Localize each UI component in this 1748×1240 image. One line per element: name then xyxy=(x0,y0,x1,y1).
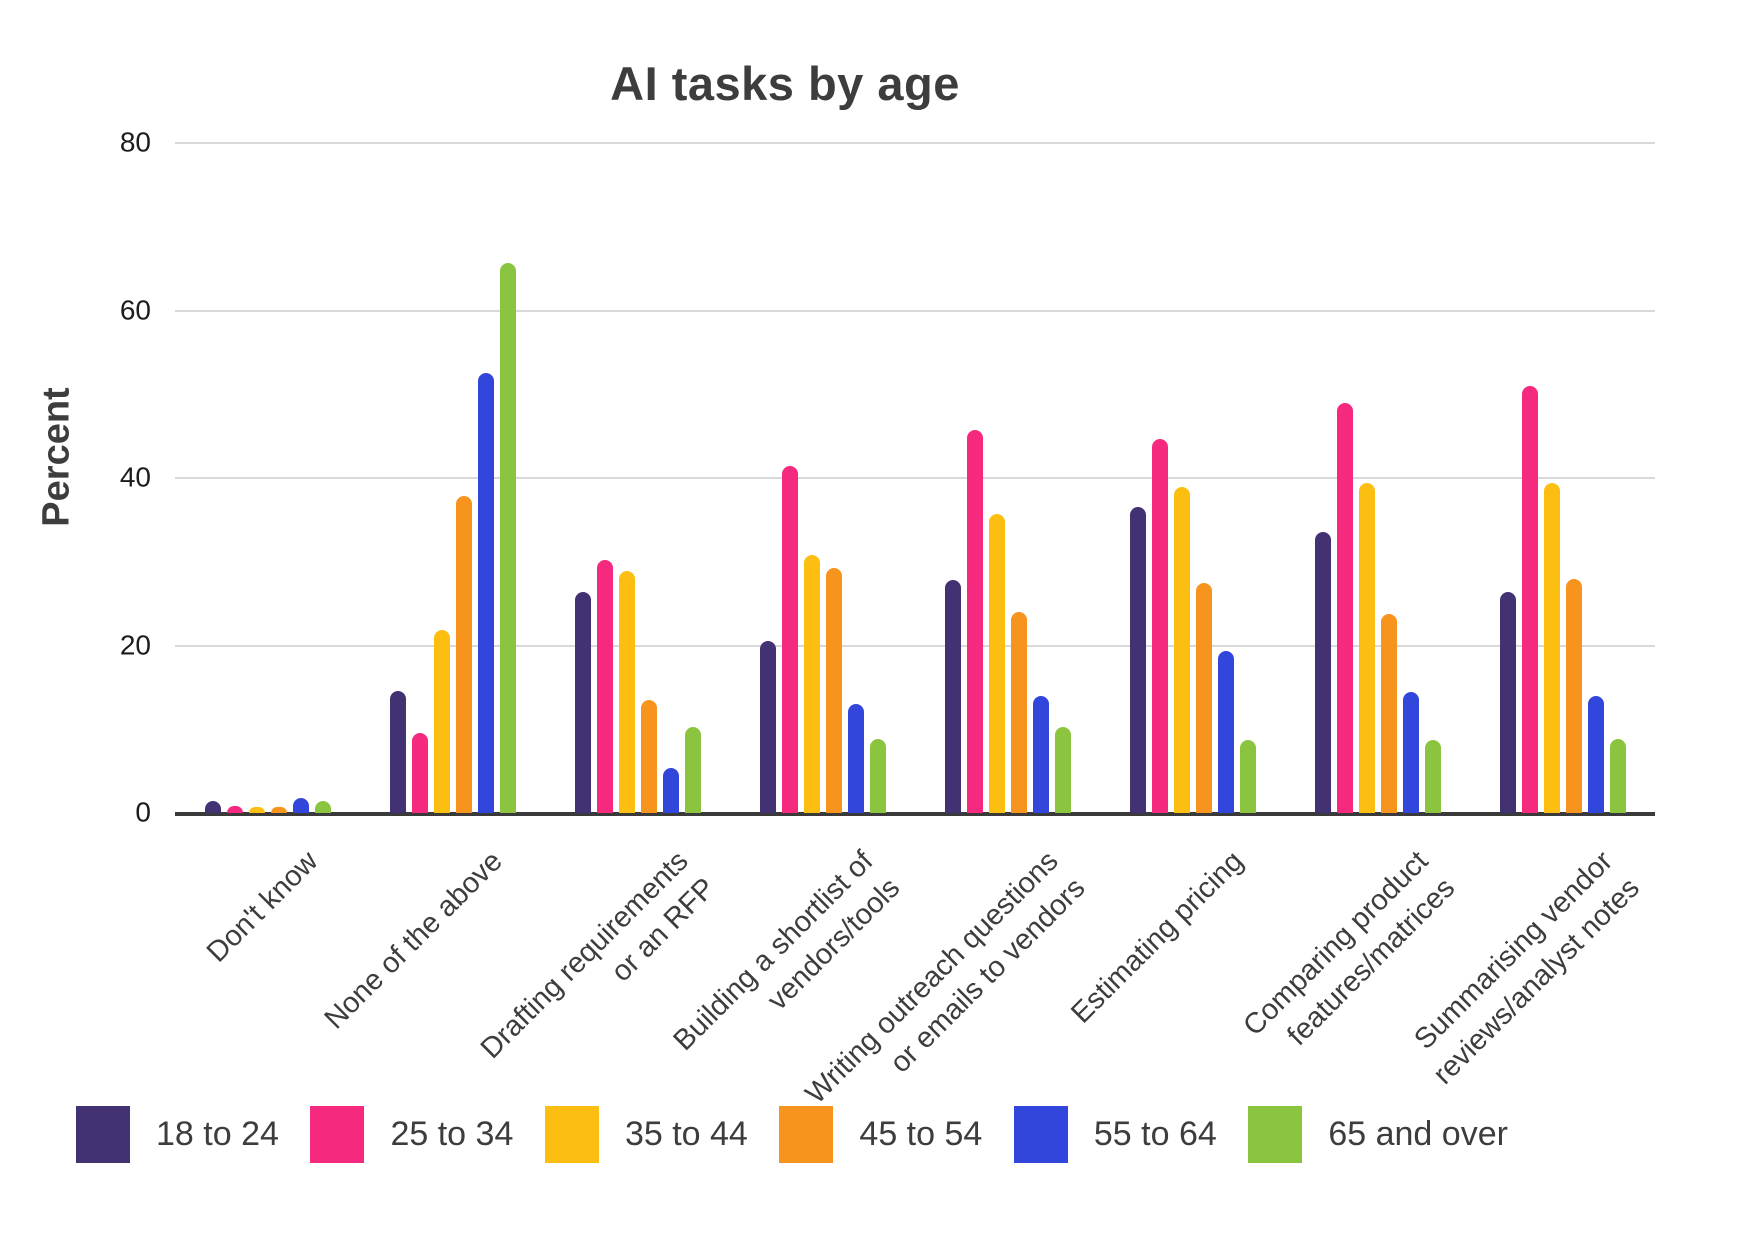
bar xyxy=(1380,613,1397,813)
bar xyxy=(1499,591,1516,813)
bar-group-5 xyxy=(944,430,1071,813)
legend-label: 65 and over xyxy=(1328,1115,1508,1153)
chart-title: AI tasks by age xyxy=(610,57,960,110)
y-tick-label-40: 40 xyxy=(119,461,151,493)
bar xyxy=(847,704,864,813)
bar xyxy=(1336,402,1353,813)
bar-group-1 xyxy=(204,797,331,813)
bar xyxy=(1587,695,1604,813)
bar xyxy=(1054,726,1071,813)
bar xyxy=(1239,740,1256,813)
bar xyxy=(270,807,287,813)
bar xyxy=(803,555,820,813)
legend-swatch xyxy=(544,1106,599,1163)
y-tick-label-60: 60 xyxy=(119,293,151,325)
bar xyxy=(662,767,679,813)
bar xyxy=(1173,487,1190,813)
legend-swatch xyxy=(1013,1106,1068,1163)
bar xyxy=(226,806,243,813)
bar xyxy=(781,466,798,813)
bar xyxy=(1424,740,1441,813)
bar xyxy=(1402,692,1419,813)
legend-swatch xyxy=(779,1106,834,1163)
bar xyxy=(477,373,494,813)
legend-swatch xyxy=(1248,1106,1303,1163)
bar xyxy=(1543,483,1560,813)
bar xyxy=(204,801,221,813)
bar xyxy=(1217,651,1234,813)
bar xyxy=(292,797,309,813)
y-axis-title: Percent xyxy=(35,387,78,527)
bar xyxy=(759,641,776,813)
bar-group-7 xyxy=(1314,402,1441,813)
bar xyxy=(1151,438,1168,813)
bar xyxy=(988,514,1005,813)
bar xyxy=(1032,695,1049,813)
legend-item: 25 to 34 xyxy=(310,1106,513,1163)
y-tick-label-0: 0 xyxy=(135,796,151,828)
bar xyxy=(640,699,657,813)
bar-group-4 xyxy=(759,466,886,813)
bar xyxy=(433,629,450,813)
legend-item: 65 and over xyxy=(1248,1106,1508,1163)
bar xyxy=(618,570,635,813)
legend: 18 to 24 25 to 34 35 to 44 45 to 54 55 to 64… xyxy=(76,1106,1508,1163)
y-tick-label-20: 20 xyxy=(119,628,151,660)
x-category-label: Drafting requirements or an RFP xyxy=(474,845,722,1065)
bar xyxy=(574,591,591,813)
gridline-40 xyxy=(175,477,1655,479)
bar xyxy=(248,807,265,813)
bar xyxy=(596,560,613,813)
bar xyxy=(1521,385,1538,813)
x-axis-line xyxy=(175,812,1655,816)
x-category-label: Don't know xyxy=(200,845,325,969)
bar xyxy=(411,732,428,813)
legend-item: 18 to 24 xyxy=(76,1106,279,1163)
gridline-60 xyxy=(175,309,1655,312)
bar xyxy=(966,430,983,813)
legend-item: 35 to 44 xyxy=(544,1106,748,1163)
bar xyxy=(499,262,516,813)
bar xyxy=(1195,582,1212,813)
bar xyxy=(1129,507,1146,813)
bar xyxy=(1314,531,1331,813)
legend-swatch xyxy=(310,1106,365,1163)
bar xyxy=(1358,483,1375,813)
bar-group-3 xyxy=(574,560,701,813)
x-category-label: None of the above xyxy=(319,845,510,1036)
bar-group-8 xyxy=(1499,385,1626,813)
legend-label: 45 to 54 xyxy=(859,1115,983,1153)
legend-swatch xyxy=(76,1106,130,1163)
gridline-20 xyxy=(175,644,1655,647)
legend-item: 45 to 54 xyxy=(779,1106,982,1163)
bar xyxy=(684,726,701,813)
gridline-80 xyxy=(175,142,1655,144)
legend-label: 35 to 44 xyxy=(624,1115,748,1153)
bar xyxy=(314,801,331,813)
bar xyxy=(1010,612,1027,813)
legend-label: 25 to 34 xyxy=(390,1115,514,1153)
bar xyxy=(455,496,472,813)
bar xyxy=(389,690,406,813)
bar xyxy=(1565,578,1582,813)
y-tick-label-80: 80 xyxy=(119,126,151,158)
bar xyxy=(1609,739,1626,813)
bar xyxy=(825,567,842,813)
bar-group-2 xyxy=(389,262,516,813)
bar-group-6 xyxy=(1129,438,1256,813)
plot-area: 0 20 40 60 80 xyxy=(120,126,1655,827)
legend-label: 55 to 64 xyxy=(1093,1115,1217,1153)
bar xyxy=(869,739,886,813)
bar xyxy=(944,580,961,813)
legend-label: 18 to 24 xyxy=(156,1115,279,1153)
legend-item: 55 to 64 xyxy=(1013,1106,1217,1163)
x-category-label: Estimating pricing xyxy=(1064,845,1250,1030)
